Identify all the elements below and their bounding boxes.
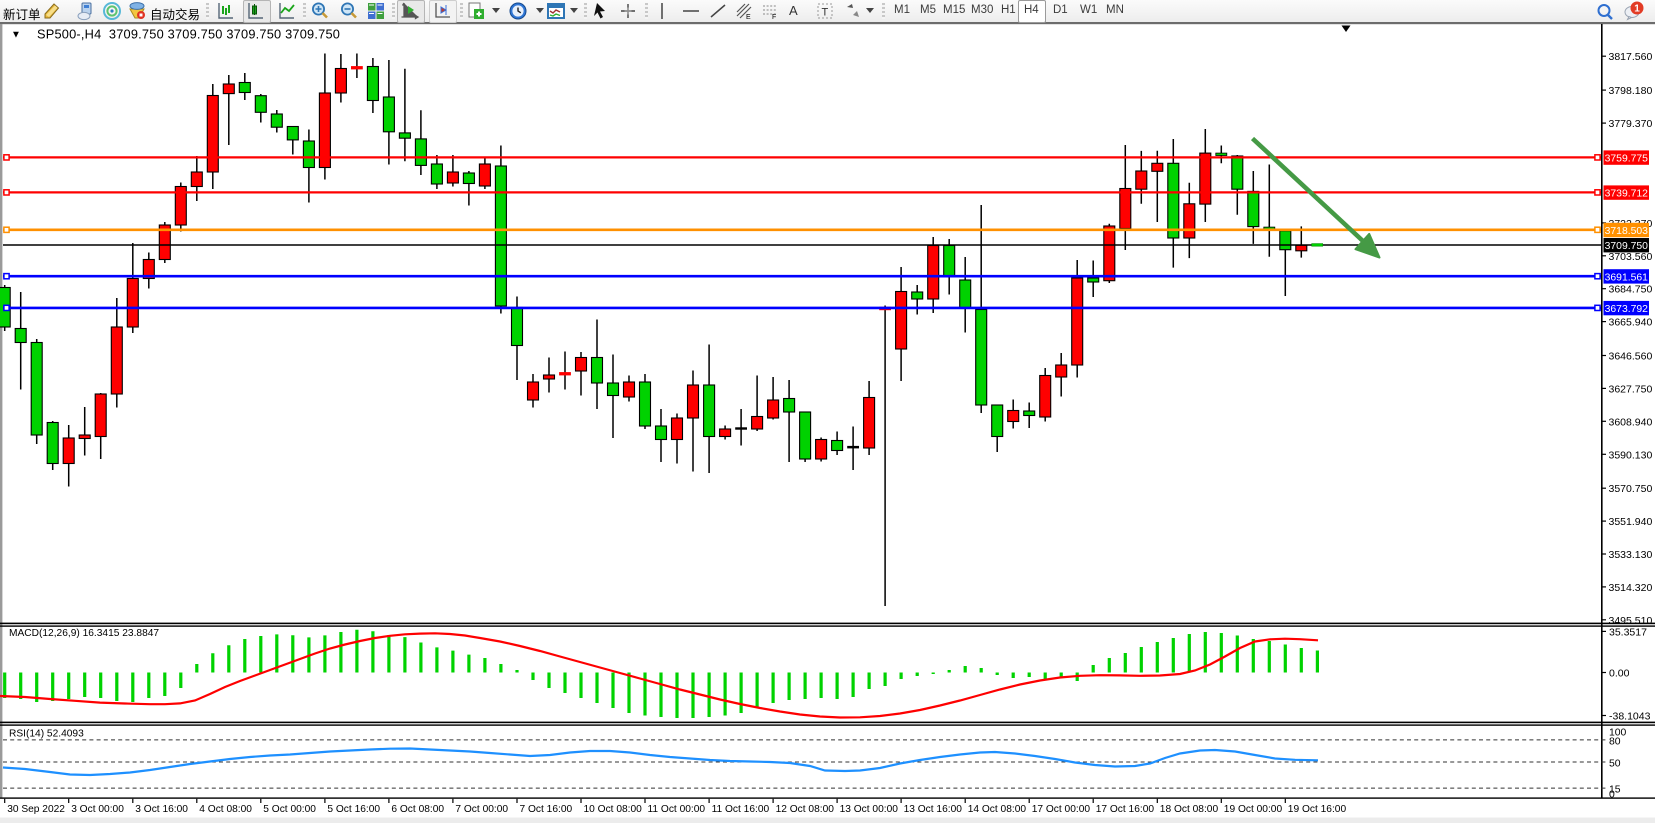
svg-text:17 Oct 16:00: 17 Oct 16:00 bbox=[1096, 804, 1155, 815]
svg-text:3646.560: 3646.560 bbox=[1609, 351, 1653, 363]
svg-text:3590.130: 3590.130 bbox=[1609, 449, 1653, 461]
svg-text:0.00: 0.00 bbox=[1609, 668, 1630, 680]
svg-text:3 Oct 16:00: 3 Oct 16:00 bbox=[135, 804, 188, 815]
svg-text:3 Oct 00:00: 3 Oct 00:00 bbox=[71, 804, 124, 815]
svg-text:T: T bbox=[822, 7, 829, 19]
svg-text:4 Oct 08:00: 4 Oct 08:00 bbox=[199, 804, 252, 815]
svg-text:11 Oct 16:00: 11 Oct 16:00 bbox=[712, 804, 770, 815]
svg-text:MACD(12,26,9) 16.3415 23.8847: MACD(12,26,9) 16.3415 23.8847 bbox=[9, 628, 159, 639]
svg-text:3798.180: 3798.180 bbox=[1609, 85, 1653, 97]
svg-text:3570.750: 3570.750 bbox=[1609, 483, 1653, 495]
svg-text:7 Oct 00:00: 7 Oct 00:00 bbox=[455, 804, 508, 815]
svg-text:12 Oct 08:00: 12 Oct 08:00 bbox=[776, 804, 835, 815]
svg-text:19 Oct 00:00: 19 Oct 00:00 bbox=[1224, 804, 1283, 815]
svg-text:30 Sep 2022: 30 Sep 2022 bbox=[7, 804, 65, 815]
svg-text:E: E bbox=[746, 14, 751, 21]
svg-text:3608.940: 3608.940 bbox=[1609, 416, 1653, 428]
svg-text:5 Oct 00:00: 5 Oct 00:00 bbox=[263, 804, 316, 815]
svg-text:15: 15 bbox=[1609, 784, 1621, 795]
svg-text:10 Oct 08:00: 10 Oct 08:00 bbox=[584, 804, 643, 815]
svg-text:5 Oct 16:00: 5 Oct 16:00 bbox=[327, 804, 380, 815]
svg-text:6 Oct 08:00: 6 Oct 08:00 bbox=[391, 804, 444, 815]
svg-text:3817.560: 3817.560 bbox=[1609, 51, 1653, 63]
svg-text:F: F bbox=[772, 14, 776, 21]
svg-text:3739.712: 3739.712 bbox=[1605, 189, 1649, 200]
svg-text:3684.750: 3684.750 bbox=[1609, 284, 1653, 296]
svg-text:50: 50 bbox=[1609, 758, 1621, 769]
svg-text:3627.750: 3627.750 bbox=[1609, 383, 1653, 395]
svg-text:3709.750: 3709.750 bbox=[1605, 241, 1649, 252]
svg-text:3718.503: 3718.503 bbox=[1605, 226, 1649, 237]
svg-text:80: 80 bbox=[1609, 737, 1621, 748]
svg-text:13 Oct 00:00: 13 Oct 00:00 bbox=[840, 804, 899, 815]
svg-text:19 Oct 16:00: 19 Oct 16:00 bbox=[1288, 804, 1347, 815]
svg-text:3673.792: 3673.792 bbox=[1605, 304, 1649, 315]
svg-text:3533.130: 3533.130 bbox=[1609, 549, 1653, 561]
svg-text:3495.510: 3495.510 bbox=[1609, 615, 1653, 627]
svg-text:14 Oct 08:00: 14 Oct 08:00 bbox=[968, 804, 1027, 815]
svg-text:13 Oct 16:00: 13 Oct 16:00 bbox=[904, 804, 963, 815]
svg-text:17 Oct 00:00: 17 Oct 00:00 bbox=[1032, 804, 1091, 815]
svg-text:100: 100 bbox=[1609, 728, 1627, 739]
svg-text:-38.1043: -38.1043 bbox=[1609, 711, 1651, 723]
svg-text:3514.320: 3514.320 bbox=[1609, 582, 1653, 594]
svg-text:3551.940: 3551.940 bbox=[1609, 516, 1653, 528]
svg-text:7 Oct 16:00: 7 Oct 16:00 bbox=[520, 804, 573, 815]
svg-text:3691.561: 3691.561 bbox=[1605, 272, 1649, 283]
svg-text:3703.560: 3703.560 bbox=[1609, 251, 1653, 263]
svg-text:35.3517: 35.3517 bbox=[1609, 626, 1647, 638]
svg-text:▼: ▼ bbox=[11, 30, 21, 41]
svg-text:11 Oct 00:00: 11 Oct 00:00 bbox=[648, 804, 706, 815]
svg-text:3779.370: 3779.370 bbox=[1609, 118, 1653, 130]
svg-text:SP500-,H4 3709.750 3709.750 3: SP500-,H4 3709.750 3709.750 3709.750 370… bbox=[37, 27, 340, 42]
svg-text:3759.775: 3759.775 bbox=[1605, 154, 1649, 165]
svg-text:0: 0 bbox=[1609, 790, 1615, 801]
svg-text:18 Oct 08:00: 18 Oct 08:00 bbox=[1160, 804, 1219, 815]
svg-text:3665.940: 3665.940 bbox=[1609, 317, 1653, 329]
svg-text:RSI(14) 52.4093: RSI(14) 52.4093 bbox=[9, 729, 84, 740]
svg-text:1: 1 bbox=[1634, 4, 1640, 15]
